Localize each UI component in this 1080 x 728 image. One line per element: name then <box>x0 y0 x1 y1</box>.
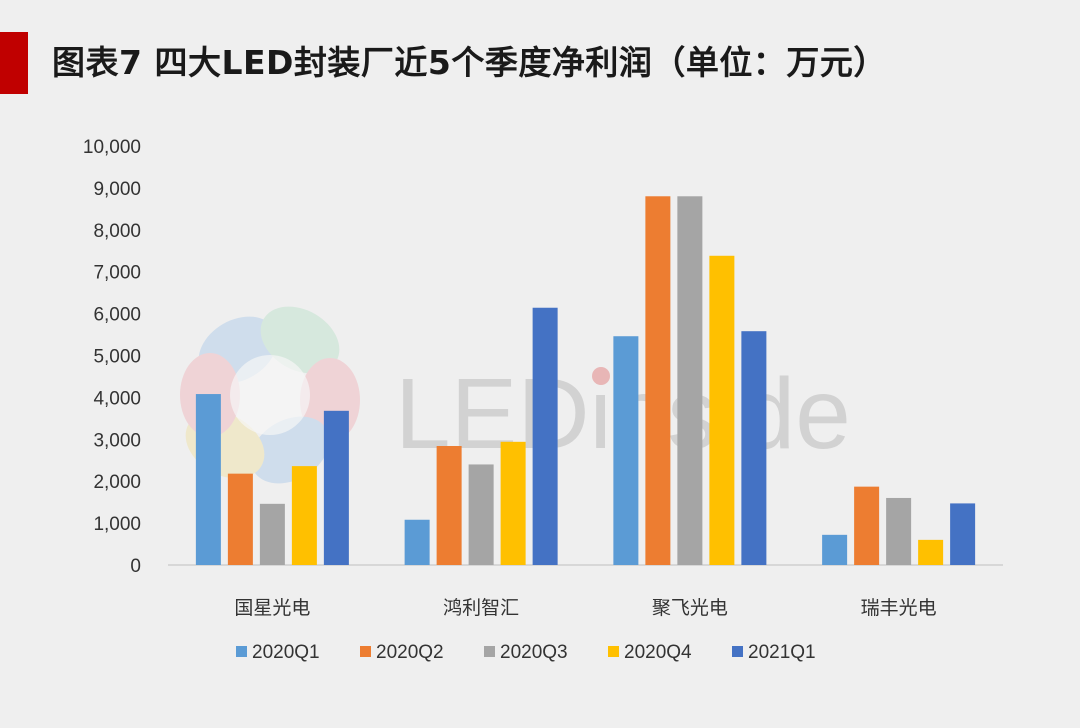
legend-swatch <box>484 646 495 657</box>
y-tick-label: 6,000 <box>93 305 141 326</box>
y-tick-label: 5,000 <box>93 347 141 368</box>
bar <box>436 446 462 565</box>
x-category-label: 瑞丰光电 <box>861 597 937 619</box>
legend-swatch <box>732 646 743 657</box>
bar <box>645 196 671 565</box>
y-tick-label: 9,000 <box>93 179 141 200</box>
bar <box>195 394 221 565</box>
y-tick-label: 1,000 <box>93 514 141 535</box>
legend-label: 2020Q3 <box>500 642 568 663</box>
legend-label: 2021Q1 <box>748 642 816 663</box>
x-category-label: 鸿利智汇 <box>443 597 519 619</box>
legend-swatch <box>608 646 619 657</box>
legend: 2020Q1 2020Q2 2020Q3 2020Q4 2021Q1 <box>236 642 816 663</box>
y-tick-label: 2,000 <box>93 472 141 493</box>
y-axis: 0 1,000 2,000 3,000 4,000 5,000 6,000 7,000 8,00… <box>83 137 141 577</box>
legend-swatch <box>236 646 247 657</box>
bar <box>709 255 735 565</box>
y-tick-label: 8,000 <box>93 221 141 242</box>
bar <box>918 539 944 565</box>
bar <box>613 336 639 565</box>
y-tick-label: 3,000 <box>93 430 141 451</box>
y-tick-label: 4,000 <box>93 388 141 409</box>
bar <box>259 503 285 565</box>
x-category-label: 聚飞光电 <box>652 597 728 619</box>
bar <box>323 410 349 565</box>
legend-label: 2020Q4 <box>624 642 692 663</box>
bar <box>404 519 430 565</box>
bar <box>741 331 767 565</box>
title-accent-bar <box>0 32 28 94</box>
y-tick-label: 7,000 <box>93 263 141 284</box>
bar <box>227 473 253 565</box>
legend-swatch <box>360 646 371 657</box>
legend-label: 2020Q1 <box>252 642 320 663</box>
y-tick-label: 10,000 <box>83 137 141 158</box>
bar <box>886 497 912 565</box>
bar <box>468 464 494 565</box>
legend-label: 2020Q2 <box>376 642 444 663</box>
x-category-label: 国星光电 <box>234 597 310 619</box>
y-tick-label: 0 <box>130 556 141 577</box>
chart-title: 图表7 四大LED封装厂近5个季度净利润（单位：万元） <box>52 43 887 82</box>
bar-series-group <box>195 196 976 565</box>
x-axis: 国星光电 鸿利智汇 聚飞光电 瑞丰光电 <box>234 597 936 619</box>
bar <box>950 503 976 565</box>
bar <box>677 196 703 565</box>
bar <box>291 466 317 565</box>
bar <box>500 441 526 565</box>
bar <box>532 307 558 565</box>
bar <box>854 486 880 565</box>
bar <box>822 534 848 565</box>
